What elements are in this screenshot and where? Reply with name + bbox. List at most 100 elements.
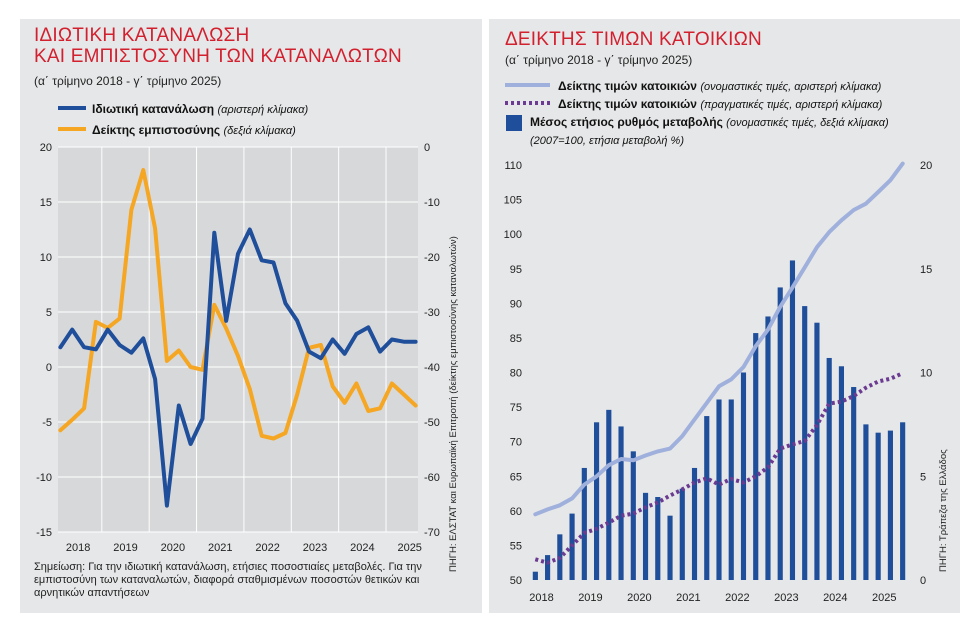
right-y2-tick-label: 15: [920, 264, 932, 276]
left-plot-area: [58, 147, 418, 532]
bar-rate: [777, 287, 783, 580]
left-y2-tick-label: 0: [424, 142, 430, 154]
left-legend-item-consumption: Ιδιωτική κατανάλωση (αριστερή κλίμακα): [92, 102, 308, 116]
left-x-tick-label: 2021: [208, 542, 232, 554]
right-x-tick-label: 2022: [725, 592, 749, 604]
legend-label: Δείκτης τιμών κατοικιών: [558, 97, 697, 111]
legend-note: (δεξιά κλίμακα): [223, 125, 296, 137]
right-legend-item-rate: Μέσος ετήσιος ρυθμός μεταβολής (ονομαστι…: [530, 115, 889, 129]
right-y2-tick-label: 10: [920, 368, 932, 380]
legend-note: (ονομαστικές τιμές, αριστερή κλίμακα): [700, 81, 882, 93]
series-line-real: [534, 371, 904, 565]
series-line-consumption: [58, 227, 418, 508]
legend-note: (πραγματικές τιμές, αριστερή κλίμακα): [700, 99, 883, 111]
left-y-tick-label: -10: [36, 472, 52, 484]
left-y2-tick-label: -10: [424, 197, 440, 209]
right-legend-item-rate-note2: (2007=100, ετήσια μεταβολή %): [530, 133, 684, 147]
legend-label: Δείκτης τιμών κατοικιών: [558, 79, 697, 93]
right-panel: [489, 19, 960, 613]
left-x-tick-label: 2020: [161, 542, 185, 554]
bar-rate: [826, 357, 832, 580]
right-x-tick-label: 2024: [823, 592, 847, 604]
bar-rate: [789, 260, 796, 580]
bar-rate: [875, 432, 881, 580]
left-x-tick-label: 2025: [397, 542, 421, 554]
right-y-tick-label: 70: [510, 437, 522, 449]
right-x-tick-label: 2021: [676, 592, 700, 604]
left-y-tick-label: 0: [46, 362, 52, 374]
right-x-tick-label: 2019: [578, 592, 602, 604]
bar-rate: [765, 316, 771, 580]
left-y-tick-label: 10: [40, 252, 52, 264]
legend-note: (2007=100, ετήσια μεταβολή %): [530, 135, 684, 147]
bar-rate: [532, 571, 538, 580]
bar-rate: [691, 467, 698, 580]
right-legend-item-real: Δείκτης τιμών κατοικιών (πραγματικές τιμ…: [558, 97, 882, 111]
legend-label: Μέσος ετήσιος ρυθμός μεταβολής: [530, 115, 723, 129]
right-x-tick-label: 2025: [872, 592, 896, 604]
left-y2-tick-label: -20: [424, 252, 440, 264]
right-x-tick-label: 2020: [627, 592, 651, 604]
bar-rate: [838, 366, 845, 580]
left-y2-tick-label: -60: [424, 472, 440, 484]
legend-swatch-rate: [506, 115, 522, 131]
right-legend-item-nominal: Δείκτης τιμών κατοικιών (ονομαστικές τιμ…: [558, 79, 881, 93]
right-y-tick-label: 80: [510, 368, 522, 380]
series-line-confidence: [58, 168, 418, 441]
bar-rate: [655, 497, 661, 580]
right-y-tick-label: 60: [510, 506, 522, 518]
bar-rate: [606, 409, 612, 580]
left-x-tick-label: 2018: [66, 542, 90, 554]
legend-label: Δείκτης εμπιστοσύνης: [92, 123, 221, 137]
bar-rate: [851, 387, 857, 580]
bar-rate: [593, 422, 600, 580]
right-y-tick-label: 95: [510, 264, 522, 276]
bar-rate: [667, 515, 673, 580]
right-y-tick-label: 110: [504, 160, 522, 172]
right-y-tick-label: 65: [510, 471, 522, 483]
bar-rate: [887, 430, 893, 580]
bar-rate: [753, 333, 759, 580]
right-y-tick-label: 50: [510, 575, 522, 587]
series-line-nominal: [533, 161, 905, 517]
bar-rate: [740, 372, 747, 580]
bar-rate: [545, 555, 551, 580]
legend-note: (ονομαστικές τιμές, δεξιά κλίμακα): [726, 117, 889, 129]
left-y-tick-label: -5: [42, 417, 52, 429]
right-y-tick-label: 105: [504, 195, 522, 207]
bar-rate: [618, 426, 624, 580]
bar-rate: [630, 451, 636, 580]
legend-note: (αριστερή κλίμακα): [217, 104, 309, 116]
right-y2-tick-label: 20: [920, 160, 932, 172]
left-y2-tick-label: -40: [424, 362, 440, 374]
right-y2-tick-label: 5: [920, 471, 926, 483]
right-y-tick-label: 90: [510, 298, 522, 310]
right-y2-tick-label: 0: [920, 575, 926, 587]
legend-label: Ιδιωτική κατανάλωση: [92, 102, 215, 116]
left-note: Σημείωση: Για την ιδιωτική κατανάλωση, ε…: [34, 561, 422, 599]
bar-rate: [581, 467, 587, 580]
left-y-tick-label: -15: [36, 527, 52, 539]
bar-rate: [863, 424, 869, 580]
left-title-line2: ΚΑΙ ΕΜΠΙΣΤΟΣΥΝΗ ΤΩΝ ΚΑΤΑΝΑΛΩΤΩΝ: [34, 46, 402, 67]
right-x-tick-label: 2018: [529, 592, 553, 604]
bar-rate: [716, 399, 722, 580]
bar-rate: [900, 422, 906, 580]
right-subtitle: (α΄ τρίμηνο 2018 - γ΄ τρίμηνο 2025): [505, 53, 693, 67]
left-legend-item-confidence: Δείκτης εμπιστοσύνης (δεξιά κλίμακα): [92, 123, 296, 137]
left-x-tick-label: 2022: [255, 542, 279, 554]
bar-rate: [679, 488, 685, 580]
right-y-tick-label: 85: [510, 333, 522, 345]
left-x-tick-label: 2023: [303, 542, 327, 554]
left-y-tick-label: 15: [40, 197, 52, 209]
left-subtitle: (α΄ τρίμηνο 2018 - γ΄ τρίμηνο 2025): [34, 74, 222, 88]
right-y-tick-label: 100: [504, 229, 522, 241]
left-y2-tick-label: -30: [424, 307, 440, 319]
left-x-tick-label: 2024: [350, 542, 374, 554]
right-title: ΔΕΙΚΤΗΣ ΤΙΜΩΝ ΚΑΤΟΙΚΙΩΝ: [505, 29, 762, 50]
right-y-tick-label: 75: [510, 402, 522, 414]
left-x-tick-label: 2019: [113, 542, 137, 554]
bar-rate: [642, 492, 649, 580]
